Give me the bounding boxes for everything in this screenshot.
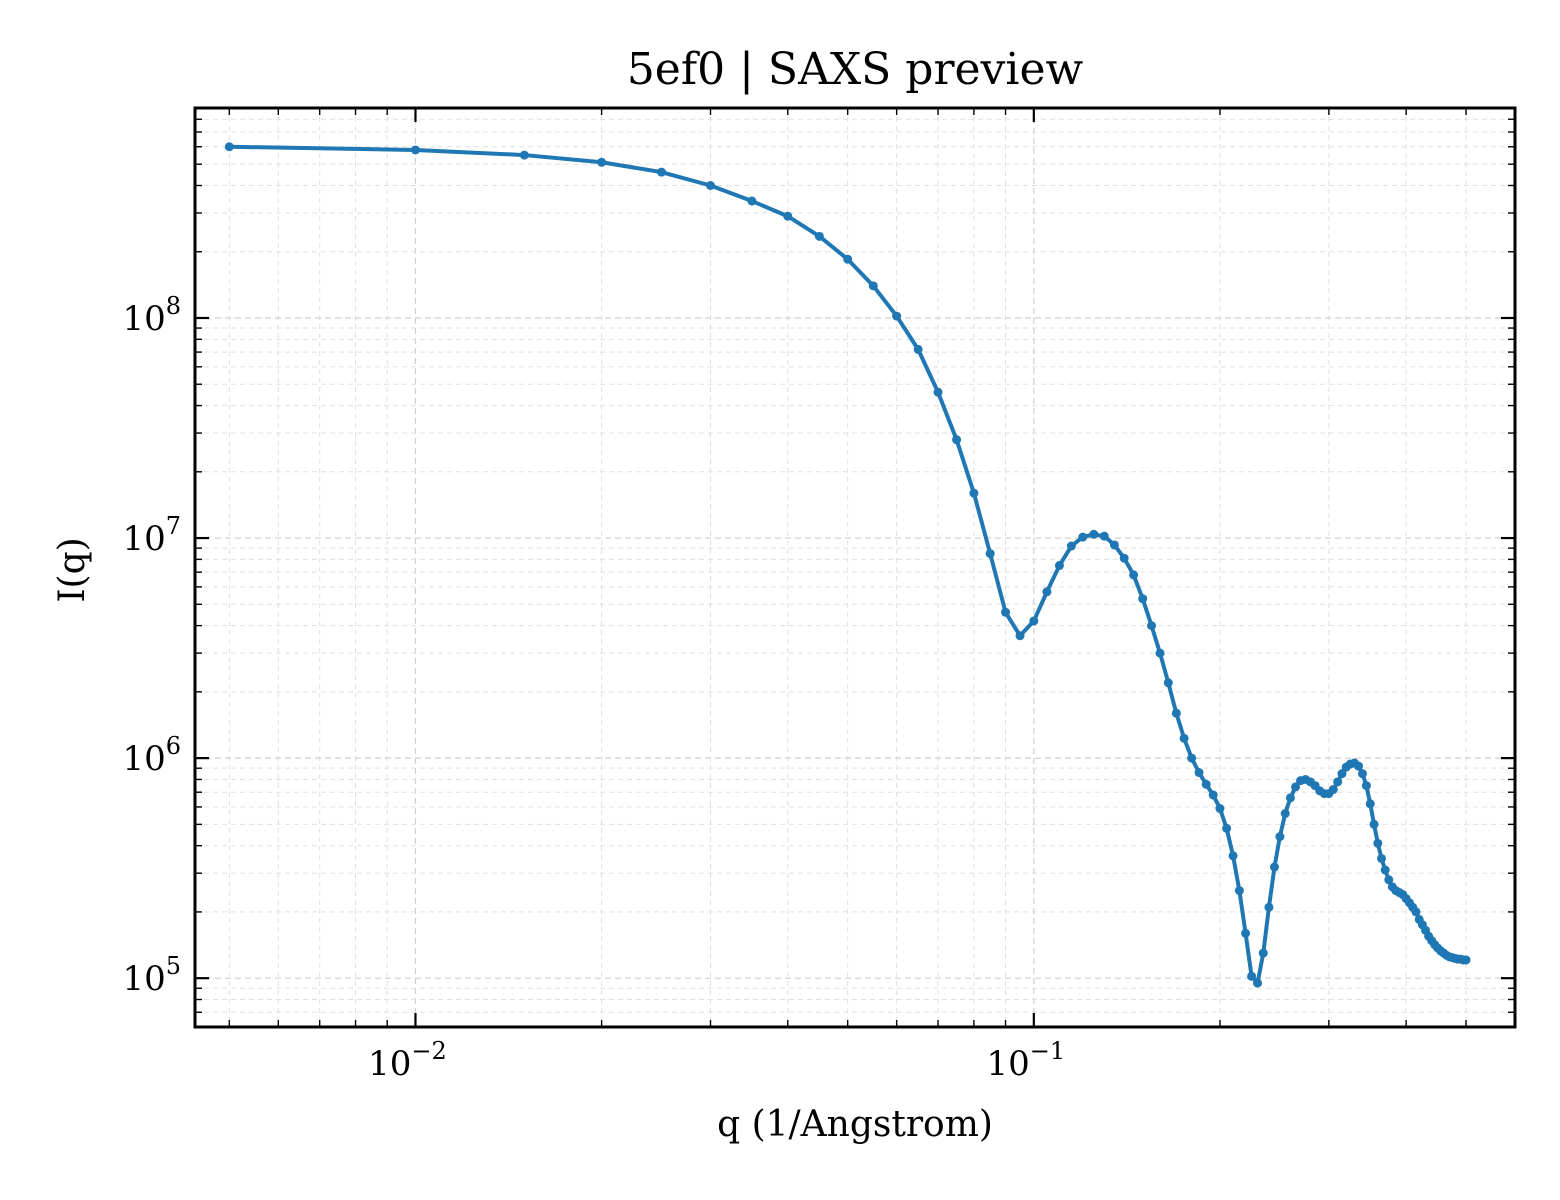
data-point	[1361, 781, 1371, 791]
data-point	[1187, 753, 1197, 763]
data-point	[1029, 616, 1039, 626]
y-tick-label-exp: 5	[166, 952, 181, 980]
grid-layer	[195, 107, 1515, 1028]
data-point	[1269, 862, 1279, 872]
data-point	[1337, 769, 1347, 779]
series-layer	[224, 142, 1471, 988]
data-point	[1380, 865, 1390, 875]
x-tick-label: 10−2	[368, 1037, 447, 1084]
x-tick-label-exp: −2	[411, 1037, 446, 1065]
data-point	[1119, 553, 1129, 563]
x-tick-label-exp: −1	[1030, 1037, 1065, 1065]
data-point	[1275, 832, 1285, 842]
data-point	[224, 142, 234, 152]
y-tick-label-exp: 7	[166, 512, 181, 540]
data-point	[1373, 838, 1383, 848]
data-point	[1241, 928, 1251, 938]
data-point	[1264, 902, 1274, 912]
y-tick-label-exp: 8	[166, 292, 181, 320]
data-point	[410, 145, 420, 155]
data-point	[868, 281, 878, 291]
data-point	[1461, 955, 1471, 965]
x-axis-label: q (1/Angstrom)	[717, 1104, 993, 1145]
data-point	[1222, 823, 1232, 833]
data-point	[1138, 594, 1148, 604]
data-point	[933, 387, 943, 397]
data-point	[1163, 678, 1173, 688]
data-point	[952, 435, 962, 445]
data-point	[747, 196, 757, 206]
y-tick-label-base: 10	[122, 739, 165, 779]
data-point	[519, 150, 529, 160]
y-tick-label-base: 10	[122, 959, 165, 999]
data-point	[1042, 587, 1052, 597]
data-point	[1179, 733, 1189, 743]
chart-title: 5ef0 | SAXS preview	[627, 44, 1084, 95]
data-point	[1194, 768, 1204, 778]
data-point	[1328, 785, 1338, 795]
data-point	[1015, 631, 1025, 641]
data-point	[1280, 809, 1290, 819]
data-point	[1054, 561, 1064, 571]
data-point	[1253, 978, 1262, 988]
data-point	[706, 181, 715, 190]
data-point	[1369, 819, 1379, 829]
data-point	[1147, 621, 1157, 631]
data-point	[814, 231, 824, 241]
data-point	[1353, 761, 1363, 771]
data-point	[1384, 875, 1394, 885]
data-point	[1228, 851, 1238, 861]
data-point	[1411, 907, 1421, 917]
y-tick-label-base: 10	[122, 519, 165, 559]
y-tick-label-base: 10	[122, 299, 165, 339]
data-point	[1129, 570, 1139, 580]
data-point	[1171, 708, 1181, 718]
data-point	[597, 157, 607, 167]
data-point	[1377, 853, 1387, 863]
data-point	[1285, 793, 1295, 803]
data-point	[843, 254, 853, 264]
data-point	[1099, 531, 1109, 541]
y-tick-label: 108	[122, 292, 181, 339]
data-point	[1078, 532, 1088, 542]
y-tick-label: 106	[122, 732, 181, 779]
data-point	[1365, 799, 1375, 809]
plot-frame	[193, 106, 1517, 1029]
data-point	[1109, 540, 1119, 550]
x-tick-label: 10−1	[986, 1037, 1065, 1084]
data-point	[1089, 529, 1099, 539]
y-axis-label: I(q)	[52, 537, 93, 602]
x-tick-label-base: 10	[986, 1044, 1029, 1084]
data-point	[1066, 541, 1076, 551]
data-point	[1333, 777, 1343, 787]
data-point	[1215, 804, 1225, 814]
data-point	[657, 167, 667, 177]
data-point	[1155, 648, 1165, 658]
data-point	[1001, 607, 1011, 617]
data-point	[1208, 790, 1218, 800]
data-point	[985, 549, 995, 559]
data-point	[783, 211, 793, 221]
y-tick-label: 107	[122, 512, 181, 559]
data-point	[1258, 948, 1268, 958]
y-tick-label-exp: 6	[166, 732, 181, 760]
data-point	[1247, 971, 1257, 981]
y-tick-label: 105	[122, 952, 181, 999]
data-point	[1201, 779, 1211, 789]
data-point	[892, 311, 902, 321]
data-point	[913, 344, 923, 354]
x-tick-label-base: 10	[368, 1044, 411, 1084]
data-point	[1357, 769, 1367, 779]
data-point	[969, 488, 979, 498]
data-point	[1291, 782, 1301, 792]
data-point	[1234, 886, 1244, 896]
